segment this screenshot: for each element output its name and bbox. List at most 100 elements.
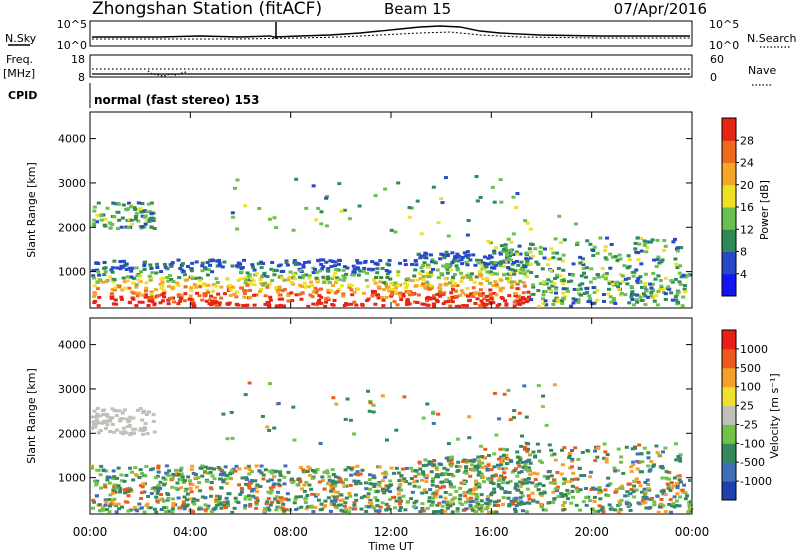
echo-cell: [244, 278, 249, 282]
echo-cell: [367, 478, 372, 482]
echo-cell: [536, 488, 541, 492]
echo-cell: [159, 497, 164, 501]
echo-cell: [419, 232, 424, 236]
echo-cell: [553, 276, 558, 280]
echo-cell: [528, 262, 533, 266]
echo-cell: [378, 259, 383, 263]
echo-cell: [336, 287, 341, 291]
echo-cell: [212, 467, 217, 471]
echo-cell: [195, 291, 200, 295]
echo-cell: [161, 483, 166, 487]
echo-cell: [322, 470, 327, 474]
echo-cell: [554, 291, 559, 295]
echo-cell: [303, 273, 308, 277]
y-tick-label: 2000: [58, 427, 86, 440]
echo-cell: [514, 483, 519, 487]
echo-cell: [96, 431, 101, 435]
echo-cell: [344, 496, 349, 500]
echo-cell: [110, 288, 115, 292]
echo-cell: [491, 482, 496, 486]
echo-cell: [480, 261, 485, 265]
echo-cell: [171, 472, 176, 476]
echo-cell: [302, 483, 307, 487]
echo-cell: [197, 294, 202, 298]
echo-cell: [639, 298, 644, 302]
echo-cell: [468, 505, 473, 509]
echo-cell: [363, 260, 368, 264]
echo-cell: [96, 468, 101, 472]
echo-cell: [625, 282, 630, 286]
echo-cell: [156, 488, 161, 492]
echo-cell: [365, 299, 370, 303]
echo-cell: [540, 267, 545, 271]
echo-cell: [455, 507, 460, 511]
echo-cell: [436, 221, 441, 225]
echo-cell: [580, 450, 585, 454]
echo-cell: [521, 291, 526, 295]
echo-cell: [634, 298, 639, 302]
echo-cell: [485, 298, 490, 302]
echo-cell: [261, 283, 266, 287]
echo-cell: [156, 464, 161, 468]
echo-cell: [292, 501, 297, 505]
echo-cell: [426, 263, 431, 267]
echo-cell: [643, 491, 648, 495]
echo-cell: [672, 495, 677, 499]
echo-cell: [416, 472, 421, 476]
echo-cell: [477, 459, 482, 463]
colorbar-tick-label: -25: [740, 418, 758, 431]
echo-cell: [269, 471, 274, 475]
echo-cell: [352, 267, 357, 271]
echo-cell: [431, 185, 436, 189]
echo-cell: [642, 243, 647, 247]
echo-cell: [520, 478, 525, 482]
echo-cell: [329, 489, 334, 493]
echo-cell: [298, 465, 303, 469]
echo-cell: [483, 465, 488, 469]
echo-cell: [314, 218, 319, 222]
echo-cell: [116, 210, 121, 214]
echo-cell: [323, 499, 328, 503]
echo-cell: [376, 482, 381, 486]
echo-cell: [601, 510, 606, 514]
echo-cell: [104, 508, 109, 512]
echo-cell: [569, 304, 574, 308]
echo-cell: [664, 276, 669, 280]
echo-cell: [528, 461, 533, 465]
echo-cell: [359, 496, 364, 500]
echo-cell: [523, 265, 528, 269]
echo-cell: [372, 484, 377, 488]
echo-cell: [575, 477, 580, 481]
echo-cell: [507, 267, 512, 271]
echo-cell: [205, 479, 210, 483]
echo-cell: [473, 263, 478, 267]
echo-cell: [455, 252, 460, 256]
echo-cell: [272, 273, 277, 277]
echo-cell: [370, 482, 375, 486]
echo-cell: [629, 487, 634, 491]
echo-cell: [490, 510, 495, 514]
echo-cell: [203, 503, 208, 507]
echo-cell: [319, 222, 324, 226]
echo-cell: [687, 503, 692, 507]
echo-cell: [254, 486, 259, 490]
echo-cell: [599, 490, 604, 494]
echo-cell: [170, 261, 175, 265]
echo-cell: [162, 262, 167, 266]
echo-cell: [520, 296, 525, 300]
echo-cell: [214, 303, 219, 307]
echo-cell: [655, 494, 660, 498]
echo-cell: [188, 294, 193, 298]
echo-cell: [658, 454, 663, 458]
echo-cell: [143, 289, 148, 293]
echo-cell: [234, 295, 239, 299]
echo-cell: [226, 492, 231, 496]
echo-cell: [526, 295, 531, 299]
echo-cell: [293, 262, 298, 266]
echo-cell: [490, 474, 495, 478]
power-ylabel: Slant Range [km]: [25, 162, 38, 258]
echo-cell: [660, 258, 665, 262]
freq-label-line1: Freq.: [6, 53, 33, 66]
echo-cell: [497, 417, 502, 421]
echo-cell: [199, 466, 204, 470]
